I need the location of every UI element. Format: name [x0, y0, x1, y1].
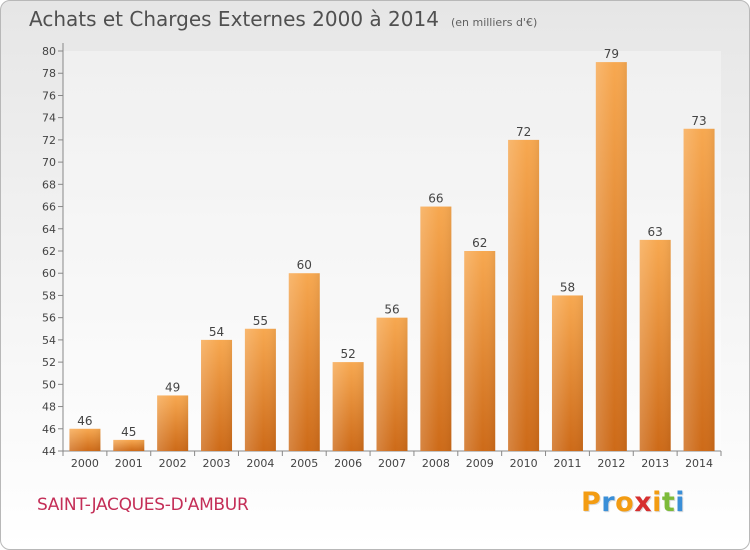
data-label: 58 — [560, 280, 575, 294]
y-tick-label: 62 — [42, 245, 56, 258]
logo-letter: r — [601, 487, 616, 518]
x-tick-label: 2009 — [466, 457, 494, 470]
y-tick-label: 56 — [42, 312, 56, 325]
y-tick-label: 48 — [42, 401, 56, 414]
bar-shade — [201, 339, 233, 451]
y-tick-label: 44 — [42, 445, 56, 458]
y-tick-label: 74 — [42, 112, 56, 125]
x-tick-label: 2006 — [334, 457, 362, 470]
x-tick-label: 2005 — [290, 457, 318, 470]
data-label: 56 — [384, 303, 399, 317]
y-tick-label: 76 — [42, 89, 56, 102]
logo-letter: o — [615, 487, 635, 518]
bar-shade — [69, 428, 101, 451]
y-tick-label: 64 — [42, 223, 56, 236]
y-tick-label: 54 — [42, 334, 56, 347]
data-label: 46 — [77, 414, 92, 428]
x-tick-label: 2013 — [641, 457, 669, 470]
data-label: 66 — [428, 192, 443, 206]
x-tick-label: 2003 — [203, 457, 231, 470]
commune-name: SAINT-JACQUES-D'AMBUR — [37, 495, 249, 515]
x-tick-label: 2008 — [422, 457, 450, 470]
data-label: 63 — [648, 225, 663, 239]
proxiti-logo: Proxiti — [581, 487, 685, 518]
data-label: 49 — [165, 380, 180, 394]
data-label: 54 — [209, 325, 224, 339]
data-label: 45 — [121, 425, 136, 439]
data-label: 60 — [297, 258, 312, 272]
bar-shade — [639, 239, 671, 451]
unit-label: (en milliers d'€) — [450, 16, 538, 29]
y-tick-label: 60 — [42, 267, 56, 280]
bar-shade — [244, 328, 276, 451]
x-tick-label: 2007 — [378, 457, 406, 470]
y-tick-label: 72 — [42, 134, 56, 147]
y-tick-label: 68 — [42, 178, 56, 191]
y-tick-label: 78 — [42, 67, 56, 80]
x-tick-label: 2012 — [597, 457, 625, 470]
x-tick-label: 2004 — [246, 457, 274, 470]
title-block: Achats et Charges Externes 2000 à 2014 (… — [29, 7, 537, 31]
y-tick-label: 70 — [42, 156, 56, 169]
x-tick-label: 2014 — [685, 457, 713, 470]
data-label: 55 — [253, 314, 268, 328]
logo-letter: P — [581, 487, 602, 518]
data-label: 52 — [340, 347, 355, 361]
data-label: 79 — [604, 47, 619, 61]
bar-shade — [288, 273, 320, 451]
y-tick-label: 50 — [42, 378, 56, 391]
data-label: 73 — [691, 114, 706, 128]
x-tick-label: 2000 — [71, 457, 99, 470]
x-tick-label: 2010 — [510, 457, 538, 470]
logo-letter: i — [675, 487, 686, 518]
bar-shade — [508, 139, 540, 451]
bar-shade — [332, 362, 364, 451]
bar-shade — [464, 251, 496, 451]
logo-letter: x — [634, 487, 653, 518]
bar-shade — [376, 317, 408, 451]
y-tick-label: 66 — [42, 201, 56, 214]
x-tick-label: 2001 — [115, 457, 143, 470]
bar-shade — [683, 128, 715, 451]
bar-shade — [113, 439, 145, 451]
bar-shade — [595, 62, 627, 451]
data-label: 72 — [516, 125, 531, 139]
bar-shade — [157, 395, 189, 451]
y-tick-label: 58 — [42, 289, 56, 302]
x-tick-label: 2011 — [553, 457, 581, 470]
y-tick-label: 46 — [42, 423, 56, 436]
bar-shade — [551, 295, 583, 451]
bar-shade — [420, 206, 452, 451]
chart-title: Achats et Charges Externes 2000 à 2014 — [29, 7, 439, 31]
y-tick-label: 80 — [42, 45, 56, 58]
logo-letter: t — [661, 487, 676, 518]
logo-letter: i — [652, 487, 662, 518]
x-tick-label: 2002 — [159, 457, 187, 470]
data-label: 62 — [472, 236, 487, 250]
y-tick-label: 52 — [42, 356, 56, 369]
